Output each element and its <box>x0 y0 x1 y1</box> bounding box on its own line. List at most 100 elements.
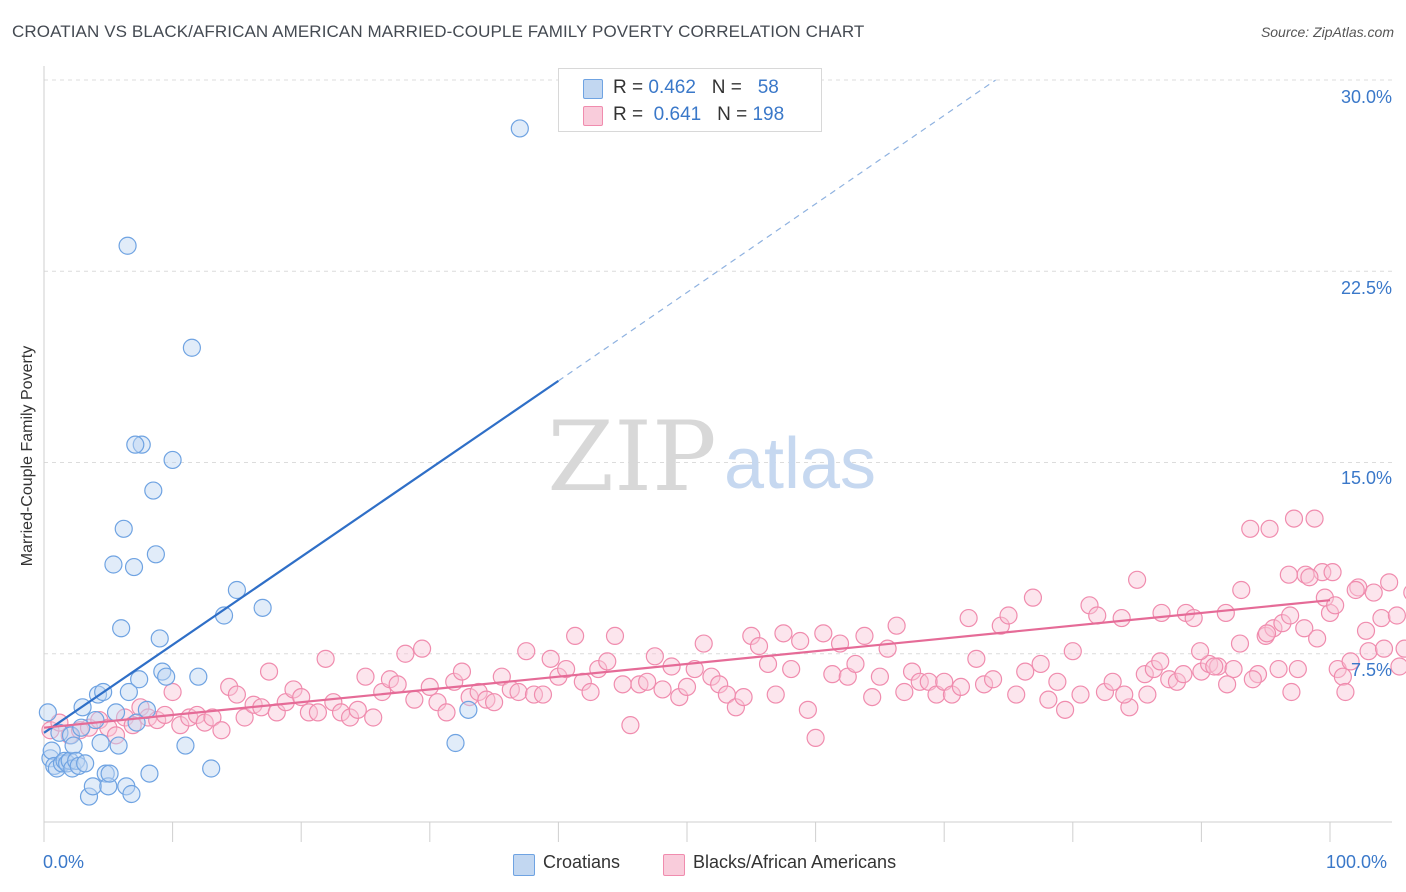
blacks-point <box>1174 665 1193 684</box>
blacks-point <box>1395 639 1406 658</box>
blacks-point <box>613 675 632 694</box>
stats-box: R = 0.462 N = 58 R = 0.641 N = 198 <box>558 68 822 132</box>
blacks-point <box>1273 614 1292 633</box>
blacks-point <box>823 665 842 684</box>
blacks-point <box>517 642 536 661</box>
blacks-point <box>284 680 303 699</box>
croatian-point <box>38 703 57 722</box>
blacks-point <box>1115 685 1134 704</box>
croatian-point <box>150 629 169 648</box>
blacks-point <box>791 631 810 651</box>
blacks-point <box>1071 685 1090 704</box>
legend-label: Blacks/African Americans <box>693 852 897 872</box>
blacks-point <box>685 659 704 679</box>
blacks-point <box>1135 665 1154 684</box>
blacks-point <box>428 693 447 712</box>
blacks-point <box>726 698 745 717</box>
blacks-point <box>677 677 697 697</box>
blacks-point <box>1284 509 1304 528</box>
croatian-point <box>137 700 156 719</box>
blacks-point <box>798 700 817 719</box>
blacks-point <box>412 639 432 658</box>
croatian-point <box>510 119 529 138</box>
blacks-trend-line <box>43 599 1331 729</box>
blacks-point <box>902 662 922 681</box>
blacks-point <box>1356 621 1376 640</box>
blacks-point <box>348 700 367 719</box>
blacks-point <box>1374 639 1394 658</box>
blacks-point <box>163 682 182 702</box>
blacks-point <box>437 703 456 722</box>
blacks-point <box>1372 608 1391 628</box>
croatian-point <box>157 667 176 686</box>
blacks-point <box>485 693 504 712</box>
croatian-point <box>459 700 478 719</box>
blacks-point <box>533 685 553 704</box>
blacks-point <box>1269 659 1288 679</box>
blacks-point <box>541 649 560 668</box>
blacks-point <box>806 728 825 748</box>
croatian-point <box>79 787 99 806</box>
y-tick-label-15: 15.0% <box>1340 468 1392 488</box>
blacks-point <box>670 687 689 707</box>
axes <box>43 66 1392 842</box>
blacks-point <box>1359 642 1378 661</box>
blacks-point <box>1232 580 1251 600</box>
blacks-point <box>974 675 994 694</box>
blacks-point <box>1305 509 1324 528</box>
blacks-point <box>1230 634 1250 653</box>
blacks-legend-swatch <box>663 854 685 876</box>
blacks-point <box>356 667 375 686</box>
blacks-point <box>1248 665 1268 684</box>
blacks-point <box>638 672 657 691</box>
blacks-point <box>1224 659 1243 679</box>
blacks-point <box>749 636 769 656</box>
legend-label: Croatians <box>543 852 621 872</box>
r-label: R = <box>613 77 644 98</box>
blacks-point <box>1039 690 1058 709</box>
y-tick-label-7-5: 7.5% <box>1350 660 1392 680</box>
blacks-point <box>1191 642 1210 661</box>
croatian-point <box>132 435 151 454</box>
blacks-point <box>396 644 415 663</box>
croatian-point <box>100 764 119 783</box>
blacks-point <box>1205 657 1224 676</box>
blacks-point <box>227 685 246 704</box>
blacks-point <box>1088 606 1107 625</box>
croatian-point <box>163 450 182 470</box>
blacks-point <box>991 616 1010 635</box>
croatian-point <box>182 338 201 357</box>
blacks-point <box>1127 570 1147 589</box>
blacks-point <box>855 626 874 646</box>
blacks-point <box>1151 652 1170 671</box>
trend-lines <box>43 79 1331 734</box>
blacks-point <box>605 626 625 646</box>
blacks-point <box>1216 603 1235 623</box>
n-value: 58 <box>757 77 779 98</box>
blacks-point <box>774 624 793 643</box>
blacks-point <box>388 675 407 694</box>
croatian-point <box>91 733 110 753</box>
croatian-point <box>104 555 123 574</box>
croatian-point <box>118 236 137 255</box>
blacks-point <box>452 662 472 681</box>
croatian-point <box>64 736 83 755</box>
croatian-point <box>202 759 221 778</box>
x-tick-label-max: 100.0% <box>1326 852 1388 872</box>
blacks-point <box>895 682 914 702</box>
blacks-point <box>951 677 971 697</box>
blacks-point <box>1282 682 1301 702</box>
blacks-point <box>1031 654 1050 674</box>
blacks-point <box>115 708 135 727</box>
blacks-point <box>814 624 833 643</box>
grid-lines <box>44 79 1392 655</box>
blacks-point <box>1260 519 1279 538</box>
croatians-legend-swatch <box>513 854 535 876</box>
blacks-point <box>734 687 753 707</box>
blacks-point <box>1336 682 1355 702</box>
blacks-point <box>340 708 360 727</box>
r-value: 0.462 <box>648 77 696 98</box>
blacks-point <box>1387 606 1406 625</box>
blacks-point <box>653 680 672 699</box>
blacks-point <box>1346 580 1365 600</box>
